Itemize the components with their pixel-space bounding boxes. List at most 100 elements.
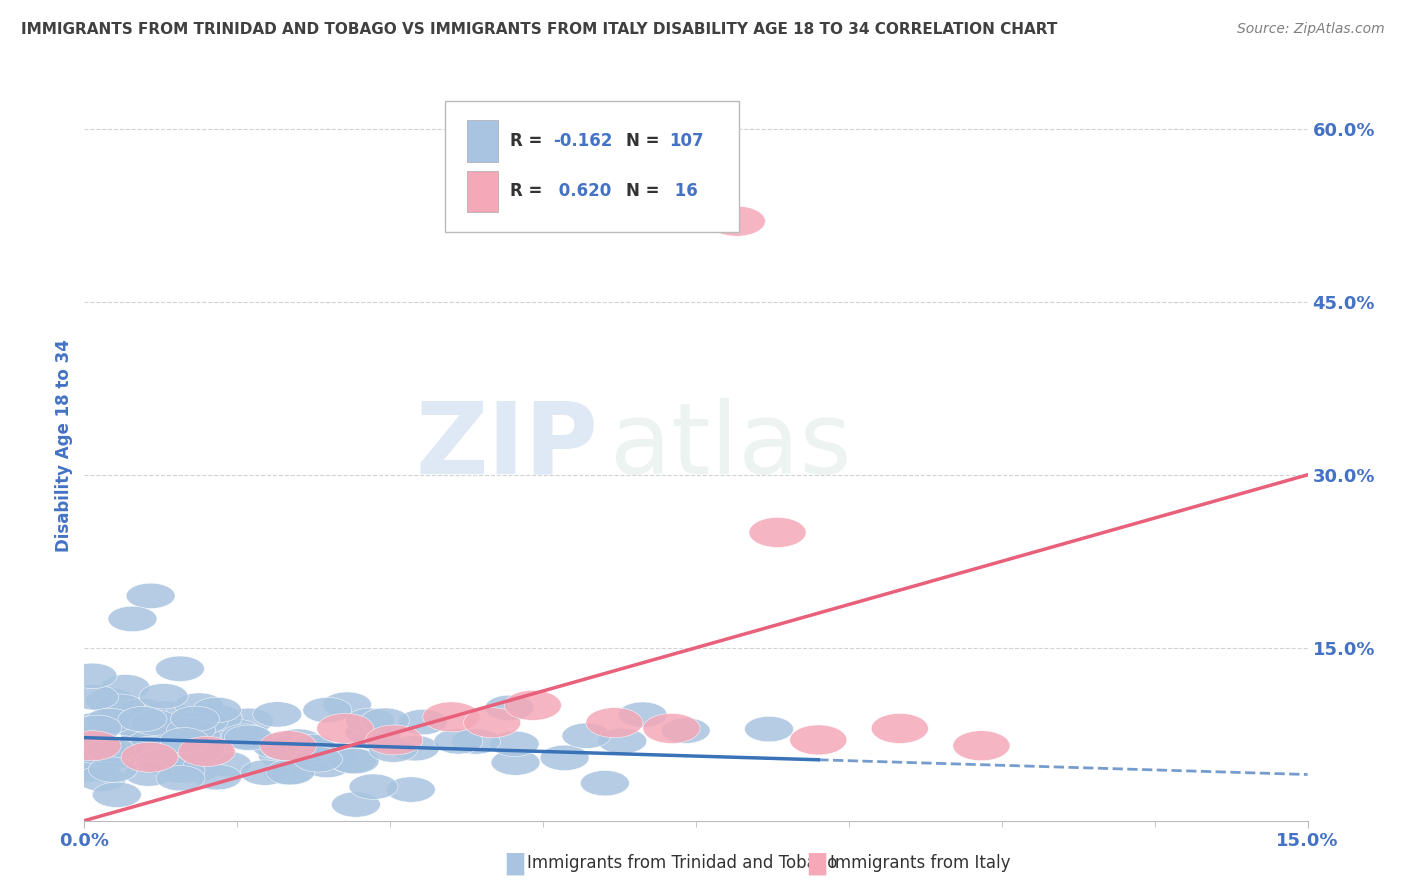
Ellipse shape [77,766,127,791]
Ellipse shape [142,701,191,726]
Ellipse shape [170,706,219,731]
Ellipse shape [193,705,242,730]
Text: IMMIGRANTS FROM TRINIDAD AND TOBAGO VS IMMIGRANTS FROM ITALY DISABILITY AGE 18 T: IMMIGRANTS FROM TRINIDAD AND TOBAGO VS I… [21,22,1057,37]
Text: 0.620: 0.620 [553,182,612,200]
Ellipse shape [709,206,765,236]
Ellipse shape [661,718,710,743]
Ellipse shape [366,725,423,755]
Ellipse shape [360,708,409,733]
Text: █: █ [506,852,523,875]
Ellipse shape [349,774,398,799]
Ellipse shape [451,729,501,754]
Ellipse shape [174,693,224,718]
Ellipse shape [198,717,247,742]
Ellipse shape [172,723,221,748]
Ellipse shape [193,698,242,723]
Ellipse shape [274,729,322,755]
Ellipse shape [107,711,156,736]
Ellipse shape [330,748,380,774]
Ellipse shape [221,723,270,749]
FancyBboxPatch shape [446,102,738,233]
Text: N =: N = [626,182,665,200]
Ellipse shape [643,714,700,743]
Text: Source: ZipAtlas.com: Source: ZipAtlas.com [1237,22,1385,37]
Ellipse shape [586,707,643,738]
Ellipse shape [316,714,374,743]
Ellipse shape [146,713,195,738]
Ellipse shape [156,757,205,783]
Ellipse shape [193,706,242,731]
Ellipse shape [391,736,439,761]
Ellipse shape [745,716,793,742]
Ellipse shape [86,688,135,714]
Ellipse shape [159,735,207,760]
Ellipse shape [387,777,436,802]
Ellipse shape [581,771,630,796]
Ellipse shape [485,695,534,721]
Ellipse shape [184,738,233,763]
Ellipse shape [65,731,121,761]
Ellipse shape [176,738,225,763]
Ellipse shape [124,761,173,786]
Ellipse shape [398,709,447,735]
Ellipse shape [143,740,191,765]
Ellipse shape [346,720,394,745]
Ellipse shape [252,733,301,759]
Ellipse shape [170,757,219,782]
Text: 107: 107 [669,132,703,150]
Ellipse shape [322,692,371,717]
Ellipse shape [790,725,846,755]
Ellipse shape [89,757,138,782]
Ellipse shape [352,725,401,750]
Text: Immigrants from Trinidad and Tobago: Immigrants from Trinidad and Tobago [527,855,838,872]
Ellipse shape [193,764,242,790]
Text: Immigrants from Italy: Immigrants from Italy [830,855,1010,872]
Ellipse shape [118,698,167,723]
Ellipse shape [260,731,316,761]
Ellipse shape [67,663,117,689]
Ellipse shape [108,607,157,632]
Ellipse shape [73,715,122,740]
Ellipse shape [131,710,179,735]
Ellipse shape [562,723,612,748]
Ellipse shape [160,736,208,762]
Ellipse shape [224,725,273,750]
Ellipse shape [173,730,222,756]
Ellipse shape [135,748,184,773]
Ellipse shape [302,752,352,778]
Ellipse shape [70,684,118,710]
Text: 16: 16 [669,182,697,200]
Text: █: █ [808,852,825,875]
Ellipse shape [184,708,233,733]
Ellipse shape [128,730,176,756]
Ellipse shape [309,746,359,772]
FancyBboxPatch shape [467,170,498,212]
Ellipse shape [872,714,928,743]
Ellipse shape [287,734,336,760]
Ellipse shape [176,731,225,756]
FancyBboxPatch shape [467,120,498,161]
Ellipse shape [540,745,589,771]
Text: R =: R = [510,182,548,200]
Ellipse shape [181,720,231,745]
Ellipse shape [619,702,666,727]
Ellipse shape [118,706,167,731]
Ellipse shape [103,743,152,768]
Ellipse shape [598,729,647,754]
Text: R =: R = [510,132,548,150]
Ellipse shape [139,683,188,709]
Ellipse shape [491,731,538,756]
Ellipse shape [115,732,165,757]
Ellipse shape [328,747,377,773]
Ellipse shape [302,698,352,723]
Ellipse shape [434,729,482,754]
Ellipse shape [101,674,150,700]
Ellipse shape [156,656,204,681]
Ellipse shape [953,731,1010,761]
Ellipse shape [75,750,124,775]
Ellipse shape [166,717,215,743]
Ellipse shape [160,728,209,753]
Ellipse shape [264,760,312,785]
Ellipse shape [67,756,117,781]
Ellipse shape [73,752,122,777]
